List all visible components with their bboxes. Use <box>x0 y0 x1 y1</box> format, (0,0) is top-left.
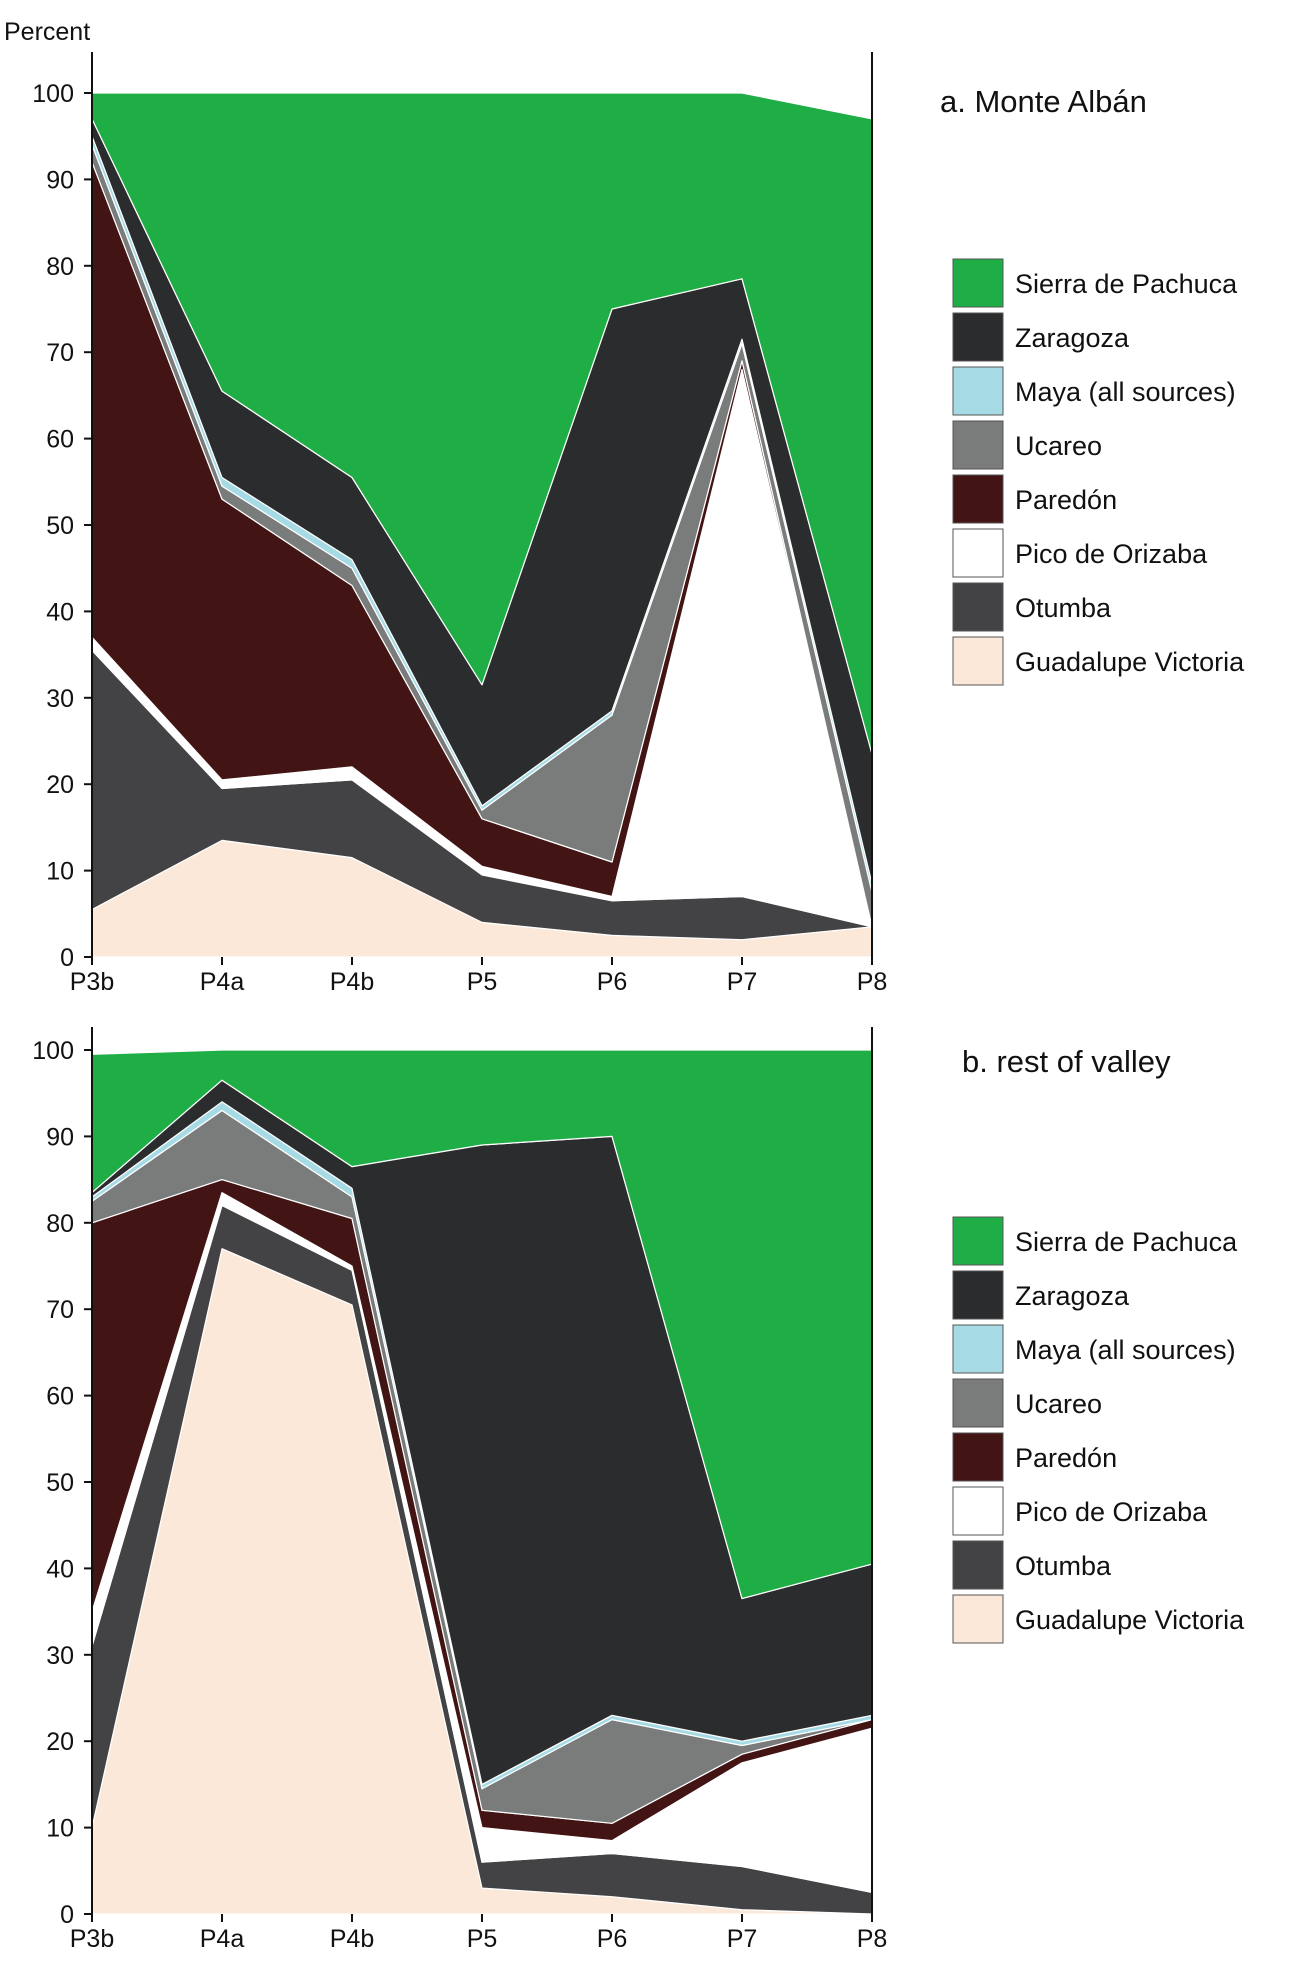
y-tick-label-40-b: 40 <box>46 1555 74 1583</box>
panel-monte-alban: 0 10 20 30 40 50 60 70 80 90 100 P3b P4a P4b P5 P6 P7 P8… <box>4 18 1245 996</box>
legend-swatch-guadalupe-victoria-a <box>952 636 1004 686</box>
panel-a-areas <box>91 92 873 958</box>
y-tick-label-40-a: 40 <box>46 598 74 626</box>
legend-label-sierra-de-pachuca-b: Sierra de Pachuca <box>1015 1227 1238 1257</box>
x-tick-label-p8-b: P8 <box>857 1925 888 1953</box>
y-tick-label-10-a: 10 <box>46 858 74 886</box>
x-tick-label-p4b-b: P4b <box>330 1925 374 1953</box>
legend-swatch-paredon-b <box>952 1432 1004 1482</box>
panel-b-x-axis: P3b P4a P4b P5 P6 P7 P8 <box>70 1914 888 1953</box>
y-tick-label-30-b: 30 <box>46 1642 74 1670</box>
y-tick-label-20-a: 20 <box>46 771 74 799</box>
legend-swatch-otumba-b <box>952 1540 1004 1590</box>
legend-label-guadalupe-victoria-a: Guadalupe Victoria <box>1015 647 1245 677</box>
x-tick-label-p8-a: P8 <box>857 968 888 996</box>
x-tick-label-p4b-a: P4b <box>330 968 374 996</box>
legend-label-paredon-a: Paredón <box>1015 485 1117 515</box>
legend-label-maya-all-sources-b: Maya (all sources) <box>1015 1335 1236 1365</box>
legend-label-ucareo-a: Ucareo <box>1015 431 1102 461</box>
panel-b-frame <box>91 1027 873 1914</box>
x-tick-label-p3b-b: P3b <box>70 1925 114 1953</box>
x-tick-label-p5-b: P5 <box>467 1925 498 1953</box>
x-tick-label-p4a-b: P4a <box>200 1925 245 1953</box>
y-tick-label-90-b: 90 <box>46 1123 74 1151</box>
panel-a-y-axis-title: Percent <box>4 18 90 46</box>
legend-label-otumba-b: Otumba <box>1015 1551 1112 1581</box>
legend-label-guadalupe-victoria-b: Guadalupe Victoria <box>1015 1605 1245 1635</box>
legend-swatch-pico-de-orizaba-b <box>952 1486 1004 1536</box>
y-tick-label-50-a: 50 <box>46 512 74 540</box>
x-tick-label-p4a-a: P4a <box>200 968 245 996</box>
legend-label-sierra-de-pachuca-a: Sierra de Pachuca <box>1015 269 1238 299</box>
panel-a-title: a. Monte Albán <box>940 84 1147 119</box>
legend-label-pico-de-orizaba-b: Pico de Orizaba <box>1015 1497 1208 1527</box>
panel-b-legend: Sierra de Pachuca Zaragoza Maya (all sourc… <box>952 1216 1245 1644</box>
y-tick-label-30-a: 30 <box>46 685 74 713</box>
panel-a-frame <box>91 52 873 957</box>
legend-label-zaragoza-b: Zaragoza <box>1015 1281 1130 1311</box>
legend-label-otumba-a: Otumba <box>1015 593 1112 623</box>
legend-label-maya-all-sources-a: Maya (all sources) <box>1015 377 1236 407</box>
y-tick-label-80-b: 80 <box>46 1210 74 1238</box>
y-tick-label-50-b: 50 <box>46 1469 74 1497</box>
x-tick-label-p3b-a: P3b <box>70 968 114 996</box>
y-tick-label-100-b: 100 <box>32 1037 74 1065</box>
panel-a-x-axis: P3b P4a P4b P5 P6 P7 P8 <box>70 957 888 996</box>
legend-swatch-zaragoza-b <box>952 1270 1004 1320</box>
legend-label-zaragoza-a: Zaragoza <box>1015 323 1130 353</box>
y-tick-label-90-a: 90 <box>46 166 74 194</box>
x-tick-label-p7-a: P7 <box>727 968 758 996</box>
y-tick-label-60-a: 60 <box>46 426 74 454</box>
x-tick-label-p5-a: P5 <box>467 968 498 996</box>
legend-swatch-maya-all-sources-b <box>952 1324 1004 1374</box>
y-tick-label-70-b: 70 <box>46 1296 74 1324</box>
x-tick-label-p6-b: P6 <box>597 1925 628 1953</box>
panel-b-y-axis: 0 10 20 30 40 50 60 70 80 90 100 <box>32 1037 92 1929</box>
y-tick-label-70-a: 70 <box>46 339 74 367</box>
legend-swatch-otumba-a <box>952 582 1004 632</box>
y-tick-label-0-b: 0 <box>60 1901 74 1929</box>
legend-swatch-ucareo-a <box>952 420 1004 470</box>
y-tick-label-20-b: 20 <box>46 1728 74 1756</box>
y-tick-label-100-a: 100 <box>32 80 74 108</box>
y-tick-label-10-b: 10 <box>46 1815 74 1843</box>
x-tick-label-p7-b: P7 <box>727 1925 758 1953</box>
legend-swatch-guadalupe-victoria-b <box>952 1594 1004 1644</box>
legend-label-ucareo-b: Ucareo <box>1015 1389 1102 1419</box>
panel-a-y-axis: 0 10 20 30 40 50 60 70 80 90 100 <box>32 80 92 972</box>
panel-b-title: b. rest of valley <box>962 1044 1171 1079</box>
legend-swatch-sierra-de-pachuca-b <box>952 1216 1004 1266</box>
y-tick-label-60-b: 60 <box>46 1383 74 1411</box>
legend-swatch-sierra-de-pachuca-a <box>952 258 1004 308</box>
panel-a-legend: Sierra de Pachuca Zaragoza Maya (all sourc… <box>952 258 1245 686</box>
legend-swatch-ucareo-b <box>952 1378 1004 1428</box>
legend-swatch-pico-de-orizaba-a <box>952 528 1004 578</box>
x-tick-label-p6-a: P6 <box>597 968 628 996</box>
y-tick-label-80-a: 80 <box>46 253 74 281</box>
y-tick-label-0-a: 0 <box>60 944 74 972</box>
legend-swatch-maya-all-sources-a <box>952 366 1004 416</box>
legend-swatch-paredon-a <box>952 474 1004 524</box>
legend-label-paredon-b: Paredón <box>1015 1443 1117 1473</box>
panel-b-areas <box>91 1049 873 1915</box>
legend-swatch-zaragoza-a <box>952 312 1004 362</box>
legend-label-pico-de-orizaba-a: Pico de Orizaba <box>1015 539 1208 569</box>
panel-rest-of-valley: 0 10 20 30 40 50 60 70 80 90 100 P3b P4a P4b P5 P6 P7 P8… <box>32 1027 1245 1953</box>
